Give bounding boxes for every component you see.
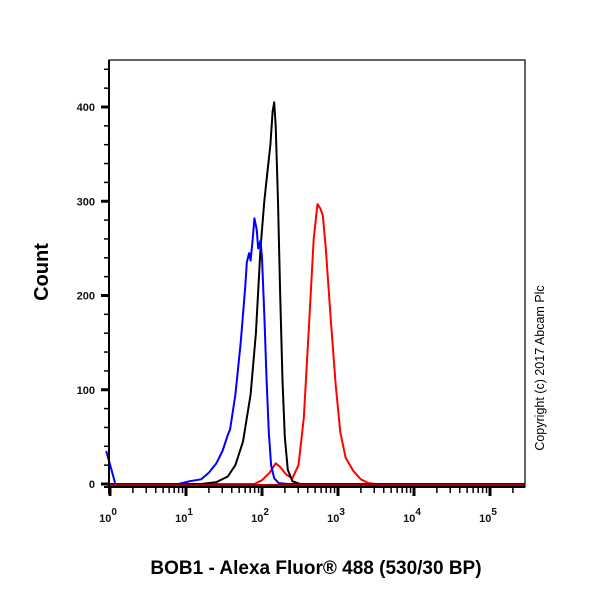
curve-blue	[105, 217, 525, 485]
histogram-curves	[105, 101, 525, 486]
y-tick-label: 300	[77, 196, 95, 208]
x-tick-label: 102	[251, 507, 269, 525]
x-axis-ticks: 100 101 102 103 104 105	[99, 487, 514, 525]
x-tick-label: 100	[99, 507, 117, 525]
y-tick-label: 200	[77, 291, 95, 303]
y-axis-ticks: 0 100 200 300 400	[77, 68, 109, 491]
copyright-annotation: Copyright (c) 2017 Abcam Plc	[533, 285, 547, 450]
x-tick-label: 105	[479, 507, 497, 525]
curve-red	[106, 203, 525, 485]
y-tick-label: 400	[77, 102, 95, 114]
y-axis-label: Count	[31, 243, 53, 301]
y-tick-label: 0	[89, 479, 95, 491]
y-tick-label: 100	[77, 385, 95, 397]
x-tick-label: 101	[175, 507, 193, 525]
x-tick-label: 103	[327, 507, 345, 525]
curve-black	[110, 101, 525, 485]
x-axis-label: BOB1 - Alexa Fluor® 488 (530/30 BP)	[150, 558, 481, 579]
x-tick-label: 104	[403, 507, 421, 525]
